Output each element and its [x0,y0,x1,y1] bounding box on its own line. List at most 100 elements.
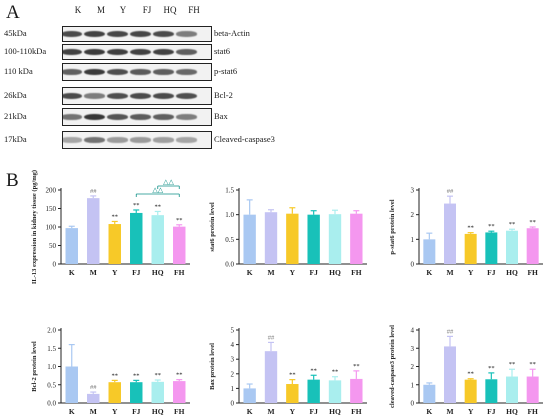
x-tick-label: HQ [506,268,518,277]
significance-label: ** [488,365,495,372]
blot-band [107,68,128,76]
y-tick-label: 100 [46,224,57,232]
y-tick-label: 3 [411,345,415,353]
y-tick-label: 150 [46,205,57,213]
y-tick-label: 0 [411,400,415,408]
x-tick-label: FJ [132,407,141,415]
x-tick-label: Y [290,268,296,277]
bar-fh [526,376,539,403]
bar-fj [307,214,320,264]
y-axis-label: cleaved-caspase3 protein level [389,325,396,408]
significance-label: ** [133,372,140,379]
y-tick-label: 2 [411,211,415,219]
blot-band [84,68,105,76]
x-tick-label: HQ [329,268,341,277]
blot-band [63,30,82,38]
blot-band [84,113,105,121]
x-tick-label: Y [290,407,296,415]
blot-band [84,30,105,38]
y-tick-label: 0.0 [225,261,234,269]
y-axis-label: IL-13 expression in kidney tissue (pg/mg… [31,170,38,284]
lane-label-y: Y [119,5,127,15]
y-axis-label: Bcl-2 protein level [31,341,38,392]
x-tick-label: K [426,407,432,415]
bar-fh [173,226,186,264]
x-tick-label: K [69,268,75,277]
bar-k [423,239,436,264]
bar-y [108,382,121,403]
lane-label-fj: FJ [142,5,152,15]
x-tick-label: HQ [152,268,164,277]
y-tick-label: 2.0 [47,327,56,335]
bar-fh [526,228,539,264]
x-tick-label: K [426,268,432,277]
blot-band [153,113,174,121]
bar-fj [485,232,498,264]
bar-fj [307,379,320,403]
bar-hq [506,230,518,264]
blot-band [84,137,105,143]
significance-label: ** [112,372,119,379]
y-tick-label: 1.0 [225,211,234,219]
y-axis-label: stat6 protein level [209,202,216,252]
protein-label: stat6 [214,46,231,56]
bar-hq [328,214,342,264]
protein-label: p-stat6 [214,66,238,76]
bar-hq [151,381,164,403]
y-tick-label: 50 [49,242,57,250]
significance-label: ## [268,334,275,341]
y-tick-label: 0 [231,400,235,408]
bar-m [444,203,456,264]
significance-label: ** [467,371,474,378]
x-tick-label: FH [527,268,538,277]
y-tick-label: 1.0 [47,363,56,371]
y-tick-label: 1.5 [47,345,56,353]
bar-m [444,346,456,403]
x-tick-label: M [267,268,274,277]
y-tick-label: 2 [411,363,415,371]
x-tick-label: FH [174,268,185,277]
blot-band [130,48,151,56]
blot-strip [62,131,212,149]
blot-band [107,92,128,100]
kda-label: 17kDa [4,134,27,144]
y-tick-label: 3 [411,187,415,195]
x-tick-label: K [247,268,253,277]
blot-band [153,92,174,100]
bar-m [87,198,100,264]
x-tick-label: M [446,407,453,415]
bar-fj [130,382,143,403]
bar-fh [350,378,363,403]
significance-label: ## [447,188,454,195]
kda-label: 26kDa [4,90,27,100]
significance-label: ** [488,223,495,230]
bar-hq [506,376,518,403]
blot-band [153,30,174,38]
x-tick-label: Y [112,407,118,415]
blot-band [63,137,82,143]
lane-label-fh: FH [188,5,200,15]
bar-m [264,212,278,264]
x-tick-label: Y [468,268,474,277]
bracket-label: △△ [163,178,174,186]
x-tick-label: HQ [329,407,341,415]
bar-hq [328,380,342,403]
blot-band [176,31,197,37]
y-tick-label: 1 [411,381,415,389]
x-tick-label: HQ [152,407,164,415]
bar-fh [350,213,363,264]
significance-label: ** [509,361,516,368]
blot-strip [62,44,212,60]
protein-label: Bcl-2 [214,90,233,100]
y-tick-label: 3 [231,356,235,364]
y-tick-label: 0 [411,261,415,269]
blot-band [107,137,128,143]
x-tick-label: FJ [487,268,496,277]
x-tick-label: FH [174,407,185,415]
significance-label: ## [90,384,97,391]
blot-strip [62,87,212,105]
bar-k [65,228,78,264]
bar-k [65,366,78,403]
blot-band [107,113,128,121]
blot-strip [62,63,212,81]
